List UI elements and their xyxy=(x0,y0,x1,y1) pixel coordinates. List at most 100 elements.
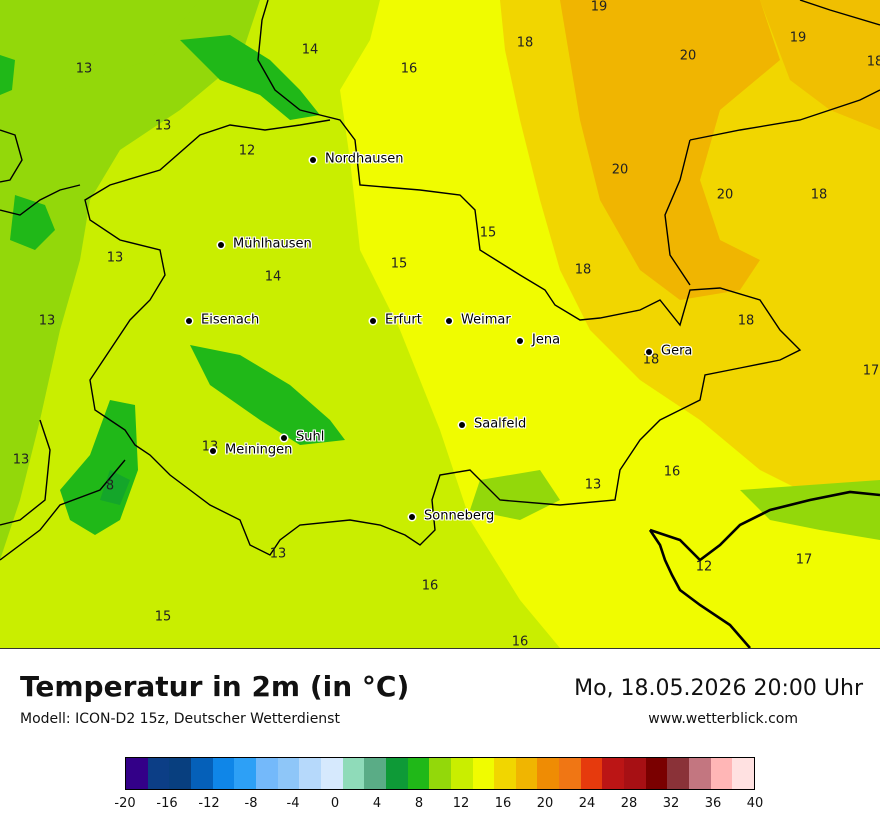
temperature-label: 12 xyxy=(695,559,713,575)
temperature-label: 13 xyxy=(584,477,602,493)
color-scale-legend xyxy=(125,757,755,790)
legend-tick-label: -8 xyxy=(244,796,258,811)
legend-swatch xyxy=(537,758,560,789)
temperature-label: 16 xyxy=(663,464,681,480)
temperature-label: 15 xyxy=(479,225,497,241)
legend-swatch xyxy=(689,758,711,789)
temperature-label: 18 xyxy=(574,262,592,278)
temperature-label: 8 xyxy=(105,478,115,494)
legend-swatch xyxy=(126,758,148,789)
temperature-label: 13 xyxy=(269,546,287,562)
legend-swatch xyxy=(559,758,581,789)
legend-swatch xyxy=(234,758,256,789)
legend-tick-label: 20 xyxy=(536,796,554,811)
legend-swatch xyxy=(710,758,733,789)
city-dot xyxy=(446,318,452,324)
legend-swatch xyxy=(602,758,625,789)
temperature-label: 17 xyxy=(795,552,813,568)
legend-tick-label: 12 xyxy=(452,796,470,811)
model-source: Modell: ICON-D2 15z, Deutscher Wetterdie… xyxy=(20,711,340,727)
legend-swatch xyxy=(494,758,516,789)
temperature-label: 15 xyxy=(390,256,408,272)
legend-swatch xyxy=(515,758,538,789)
legend-swatch xyxy=(580,758,603,789)
city-dot xyxy=(517,338,523,344)
legend-swatch xyxy=(407,758,430,789)
temperature-label: 19 xyxy=(789,30,807,46)
temperature-label: 13 xyxy=(75,61,93,77)
map-title: Temperatur in 2m (in °C) xyxy=(20,670,410,703)
city-name-nordhausen: Nordhausen xyxy=(325,151,404,167)
city-dot xyxy=(210,448,216,454)
temperature-label: 13 xyxy=(106,250,124,266)
city-name-saalfeld: Saalfeld xyxy=(474,416,527,432)
city-name-weimar: Weimar xyxy=(461,312,511,328)
temperature-label: 18 xyxy=(866,54,880,70)
legend-swatch xyxy=(190,758,213,789)
temperature-label: 16 xyxy=(421,578,439,594)
legend-tick-label: -16 xyxy=(156,796,178,811)
legend-swatch xyxy=(320,758,343,789)
legend-tick-label: 40 xyxy=(746,796,764,811)
legend-swatch xyxy=(645,758,668,789)
legend-swatch xyxy=(472,758,495,789)
website-link[interactable]: www.wetterblick.com xyxy=(648,711,798,727)
temperature-label: 13 xyxy=(12,452,30,468)
legend-swatch xyxy=(667,758,690,789)
legend-swatch xyxy=(212,758,235,789)
legend-tick-label: 0 xyxy=(330,796,340,811)
legend-tick-label: 16 xyxy=(494,796,512,811)
city-dot xyxy=(186,318,192,324)
legend-swatch xyxy=(364,758,386,789)
temperature-label: 14 xyxy=(301,42,319,58)
temperature-label: 12 xyxy=(238,143,256,159)
legend-tick-label: 24 xyxy=(578,796,596,811)
city-dot xyxy=(646,349,652,355)
city-name-meiningen: Meiningen xyxy=(225,442,293,458)
city-dot xyxy=(310,157,316,163)
temperature-label: 18 xyxy=(516,35,534,51)
legend-tick-label: 8 xyxy=(414,796,424,811)
legend-swatch xyxy=(299,758,321,789)
legend-tick-label: 28 xyxy=(620,796,638,811)
temperature-label: 18 xyxy=(737,313,755,329)
legend-swatch xyxy=(624,758,646,789)
temperature-map xyxy=(0,0,880,649)
temperature-label: 18 xyxy=(810,187,828,203)
temperature-label: 15 xyxy=(154,609,172,625)
legend-tick-label: -12 xyxy=(198,796,220,811)
legend-swatch xyxy=(169,758,191,789)
temperature-label: 20 xyxy=(716,187,734,203)
temperature-label: 13 xyxy=(154,118,172,134)
city-dot xyxy=(370,318,376,324)
legend-tick-label: 4 xyxy=(372,796,382,811)
temperature-label: 16 xyxy=(511,634,529,650)
legend-swatch xyxy=(255,758,278,789)
city-name-mühlhausen: Mühlhausen xyxy=(233,236,312,252)
city-dot xyxy=(459,422,465,428)
city-name-suhl: Suhl xyxy=(296,429,325,445)
legend-tick-label: 36 xyxy=(704,796,722,811)
legend-tick-label: -4 xyxy=(286,796,300,811)
temperature-label: 18 xyxy=(642,352,660,368)
legend-swatch xyxy=(429,758,451,789)
legend-tick-label: 32 xyxy=(662,796,680,811)
legend-tick-label: -20 xyxy=(114,796,136,811)
legend-swatch xyxy=(277,758,300,789)
forecast-datetime: Mo, 18.05.2026 20:00 Uhr xyxy=(574,676,863,701)
legend-swatch xyxy=(732,758,755,789)
map-background xyxy=(0,0,880,648)
city-name-gera: Gera xyxy=(661,343,693,359)
city-name-erfurt: Erfurt xyxy=(385,312,422,328)
temperature-label: 20 xyxy=(611,162,629,178)
legend-swatch xyxy=(385,758,408,789)
legend-swatch xyxy=(147,758,170,789)
legend-swatch xyxy=(450,758,473,789)
temperature-label: 17 xyxy=(862,363,880,379)
city-dot xyxy=(218,242,224,248)
city-name-sonneberg: Sonneberg xyxy=(424,508,495,524)
temperature-label: 14 xyxy=(264,269,282,285)
temperature-label: 20 xyxy=(679,48,697,64)
city-dot xyxy=(409,514,415,520)
city-name-jena: Jena xyxy=(532,332,561,348)
